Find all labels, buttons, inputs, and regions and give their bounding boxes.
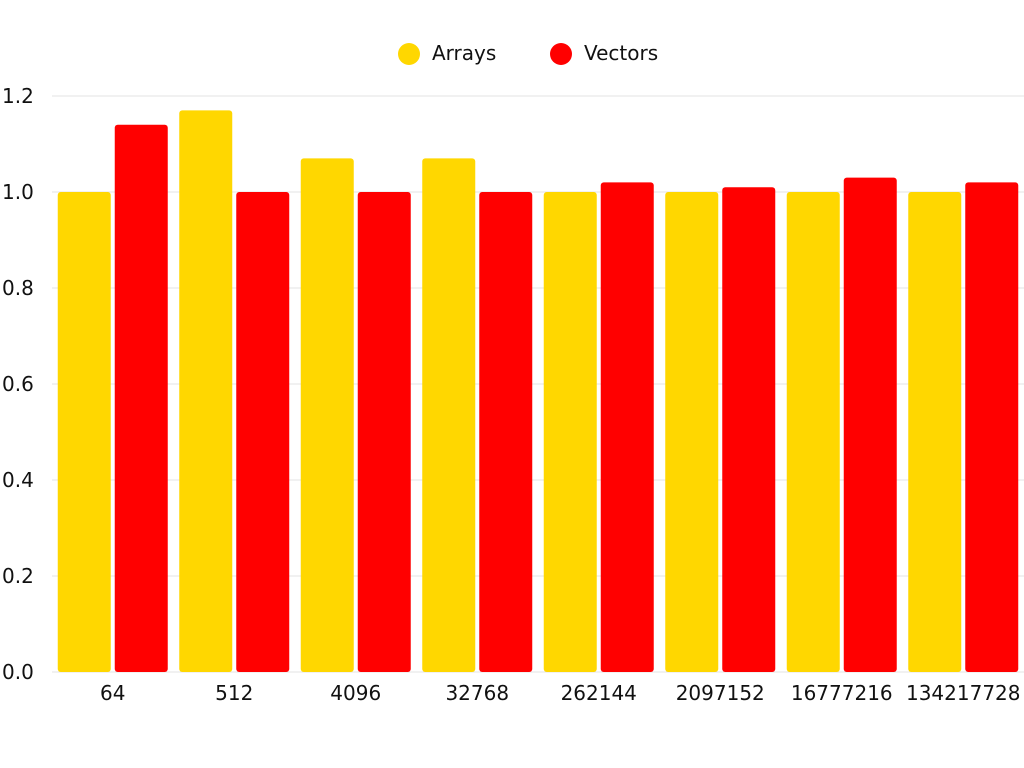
x-tick-label: 512	[215, 681, 253, 705]
bar-arrays-262144	[543, 192, 597, 672]
bar-arrays-134217728	[908, 192, 962, 672]
y-tick-label: 0.4	[2, 468, 34, 492]
legend-label-vectors: Vectors	[584, 41, 658, 65]
legend-marker-arrays	[398, 43, 420, 65]
legend-label-arrays: Arrays	[432, 41, 496, 65]
x-tick-label: 4096	[330, 681, 381, 705]
bar-vectors-134217728	[965, 182, 1019, 672]
x-tick-label: 64	[100, 681, 125, 705]
y-tick-label: 1.0	[2, 180, 34, 204]
bar-vectors-2097152	[722, 187, 776, 672]
y-axis: 0.0 0.2 0.4 0.6 0.8 1.0 1.2	[2, 84, 34, 684]
legend-marker-vectors	[550, 43, 572, 65]
x-tick-label: 2097152	[676, 681, 765, 705]
x-tick-label: 32768	[445, 681, 509, 705]
y-tick-label: 0.2	[2, 564, 34, 588]
bar-vectors-64	[114, 124, 168, 673]
x-tick-label: 262144	[561, 681, 637, 705]
legend: Arrays Vectors	[398, 41, 658, 65]
y-tick-label: 0.0	[2, 660, 34, 684]
bar-arrays-4096	[300, 158, 354, 672]
bar-arrays-16777216	[786, 192, 840, 672]
bar-vectors-262144	[600, 182, 654, 672]
bars	[57, 110, 1019, 673]
bar-vectors-512	[236, 192, 290, 672]
bar-arrays-2097152	[665, 192, 719, 672]
y-tick-label: 1.2	[2, 84, 34, 108]
bar-arrays-64	[57, 192, 111, 672]
x-tick-label: 134217728	[906, 681, 1021, 705]
y-tick-label: 0.6	[2, 372, 34, 396]
bar-vectors-4096	[357, 192, 411, 672]
bar-vectors-32768	[479, 192, 533, 672]
bar-arrays-512	[179, 110, 233, 672]
bar-arrays-32768	[422, 158, 476, 672]
y-tick-label: 0.8	[2, 276, 34, 300]
x-axis: 64 512 4096 32768 262144 2097152 16777216 13421…	[100, 681, 1020, 705]
bar-vectors-16777216	[843, 177, 897, 672]
x-tick-label: 16777216	[791, 681, 893, 705]
